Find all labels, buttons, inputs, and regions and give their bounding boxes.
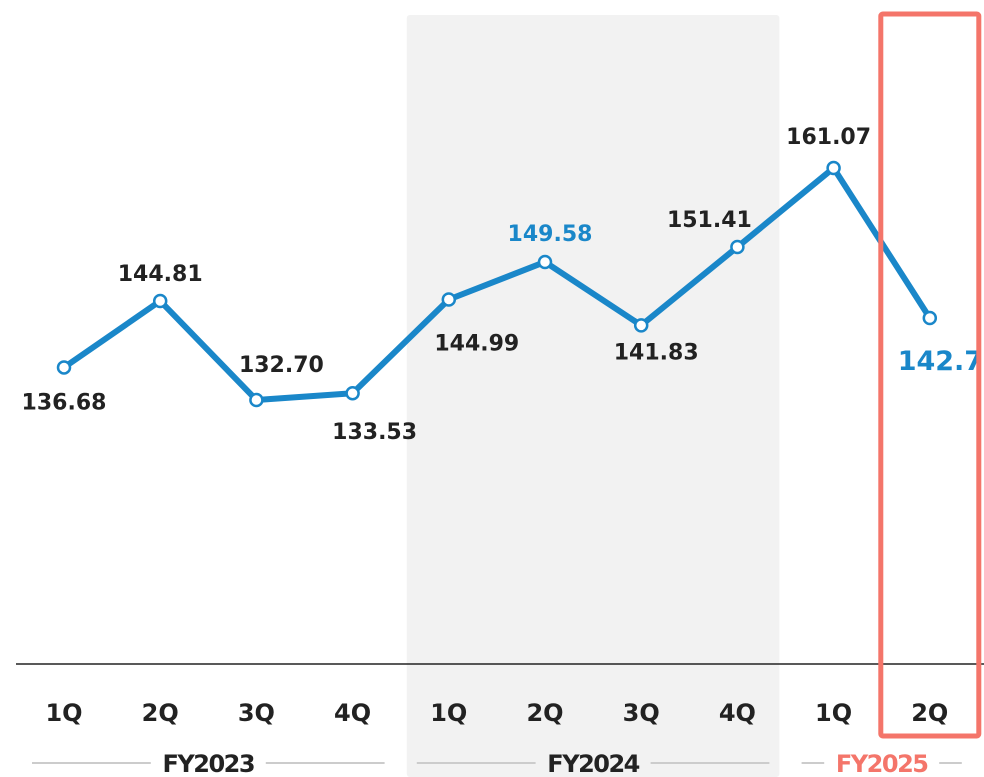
category-label-9: 1Q: [815, 699, 852, 727]
data-label-3: 132.70: [239, 353, 324, 378]
group-label-fy2023: FY2023: [163, 750, 255, 777]
data-point-5: [441, 292, 457, 307]
data-point-8: [730, 239, 745, 255]
data-label-7: 141.83: [614, 340, 699, 365]
data-point-10: [922, 310, 938, 326]
data-point-3: [249, 392, 264, 408]
category-label-4: 4Q: [334, 699, 371, 727]
data-point-9: [826, 160, 841, 176]
highlight-box: [878, 11, 982, 739]
series-line: [61, 165, 933, 403]
category-label-3: 3Q: [238, 699, 275, 727]
category-label-5: 1Q: [430, 699, 467, 727]
data-label-6: 149.58: [508, 222, 593, 247]
data-label-9: 161.07: [786, 125, 871, 150]
data-label-4: 133.53: [332, 420, 417, 445]
data-label-10: 142.73: [898, 346, 984, 377]
category-label-8: 4Q: [719, 699, 756, 727]
group-label-fy2024: FY2024: [547, 750, 639, 777]
category-label-1: 1Q: [45, 699, 82, 727]
data-point-4: [345, 385, 360, 401]
data-label-5: 144.99: [434, 331, 519, 356]
data-point-2: [152, 293, 168, 309]
category-label-6: 2Q: [526, 699, 563, 727]
data-label-1: 136.68: [22, 390, 107, 415]
category-label-10: 2Q: [911, 699, 948, 727]
category-label-7: 3Q: [623, 699, 660, 727]
data-point-1: [56, 360, 72, 375]
data-point-7: [633, 318, 649, 333]
data-label-2: 144.81: [118, 262, 203, 287]
category-label-2: 2Q: [142, 699, 179, 727]
shaded-band-fy2024: [406, 15, 780, 777]
data-label-8: 151.41: [667, 208, 752, 233]
group-label-fy2025: FY2025: [836, 750, 928, 777]
data-point-6: [537, 254, 553, 270]
